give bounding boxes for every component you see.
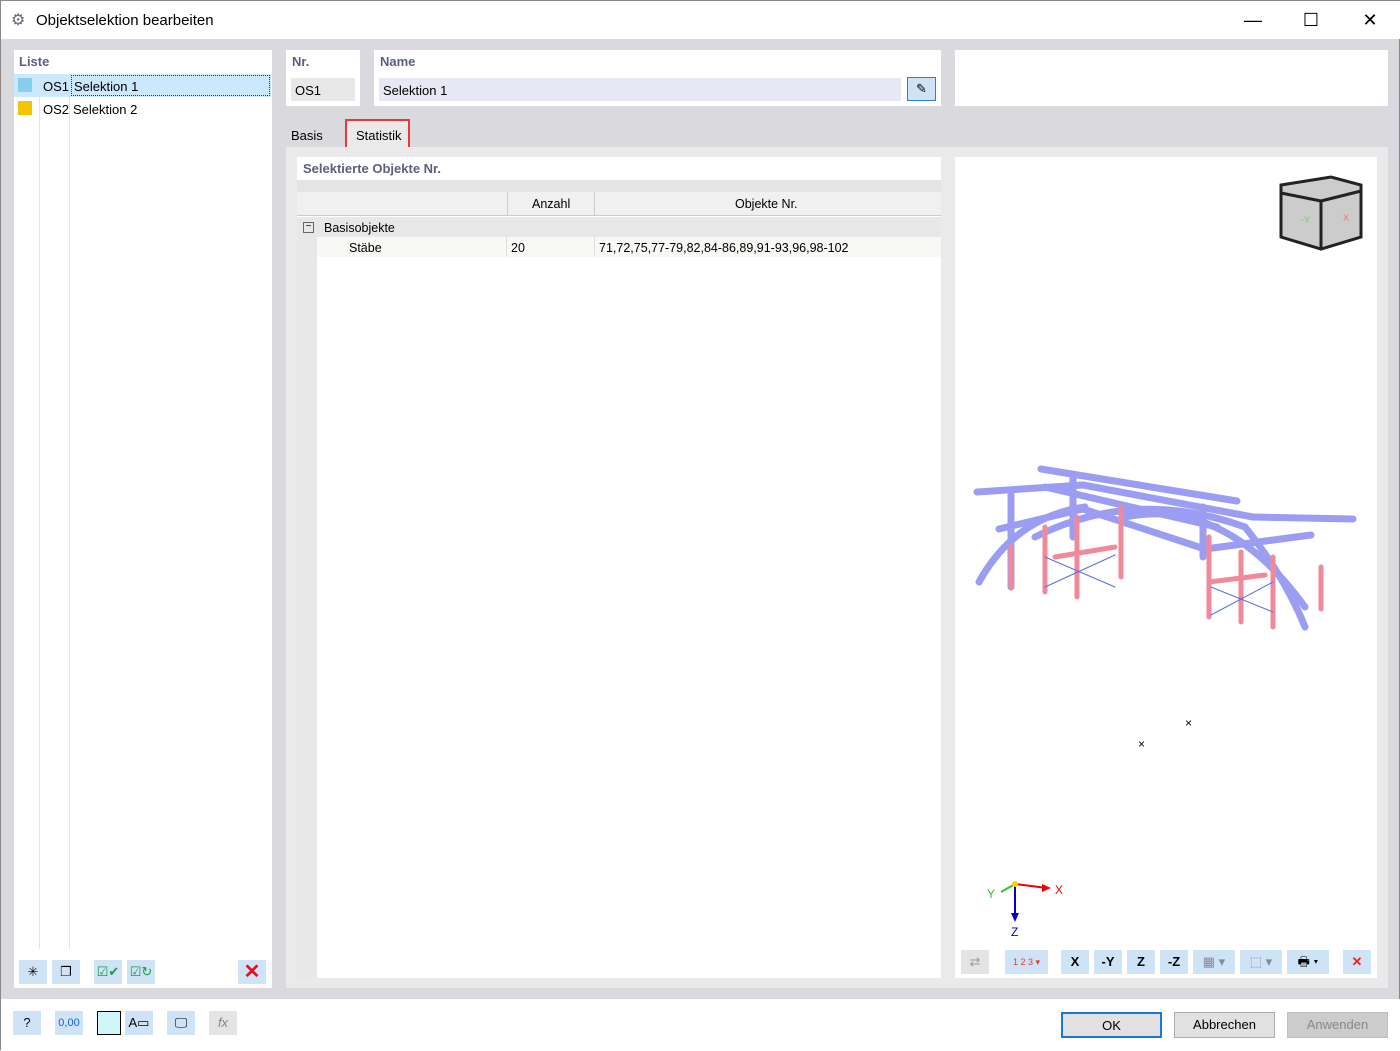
decimals-button[interactable]: 0,00 [55,1011,83,1035]
copy-selection-button[interactable]: ❐ [52,960,80,984]
cube-face-y: -Y [1301,215,1310,225]
3d-view[interactable]: -Y X × × X Y Z ⇄ 1 2 3 ▾ X -Y Z -Z ▦ ▾ ⬚… [955,157,1377,978]
window-title: Objektselektion bearbeiten [36,12,214,29]
view-y-label: -Y [1101,954,1115,969]
sync-view-button[interactable]: ⇄ [961,950,989,974]
row-label: Stäbe [349,241,382,255]
group-label: Basisobjekte [324,221,395,235]
list-header: Liste [19,54,50,69]
axis-y-label: Y [987,887,995,901]
cube-face-x: X [1343,213,1349,223]
item-id: OS2 [43,102,70,117]
item-name: Selektion 2 [73,102,138,117]
item-id: OS1 [43,79,70,94]
name-section: Name Selektion 1 ✎ [374,50,941,106]
help-icon[interactable]: ? [13,1011,41,1035]
nr-field: OS1 [291,78,355,101]
render-mode-dropdown[interactable]: ▦ ▾ [1193,950,1235,974]
edit-name-button[interactable]: ✎ [907,77,936,101]
display-properties-icon[interactable]: A▭ [125,1011,153,1035]
ok-button[interactable]: OK [1061,1012,1162,1038]
check-all-button[interactable]: ☑✔ [94,960,122,984]
selection-list-panel: Liste OS1 Selektion 1 OS2 Selektion 2 ✳ … [14,50,272,988]
footer: ? 0,00 A▭ 🖵 fx OK Abbrechen Anwenden [1,999,1400,1051]
minimize-button[interactable]: — [1244,10,1262,30]
clear-selection-button[interactable]: ✕ [1343,950,1371,974]
axis-x-label: X [1055,883,1063,897]
cancel-button[interactable]: Abbrechen [1174,1012,1275,1038]
collapse-icon[interactable]: − [303,222,314,233]
axis-triad [1000,881,1051,922]
color-button[interactable] [97,1011,121,1035]
view-z-label: Z [1137,954,1145,969]
print-dropdown[interactable]: 🖶 ▾ [1287,950,1329,974]
decimals-label: 0,00 [58,1017,80,1029]
marker-icon: × [1185,716,1192,730]
name-label: Name [380,54,416,69]
nr-label: Nr. [292,54,310,69]
table-row[interactable]: Stäbe 20 71,72,75,77-79,82,84-86,89,91-9… [317,237,941,257]
column-objekte: Objekte Nr. [735,197,798,211]
comment-area [955,50,1388,106]
row-objects: 71,72,75,77-79,82,84-86,89,91-93,96,98-1… [599,241,849,255]
box-view-dropdown[interactable]: ⬚ ▾ [1240,950,1282,974]
new-selection-button[interactable]: ✳ [19,960,47,984]
name-field[interactable]: Selektion 1 [379,78,901,101]
color-swatch [18,78,32,92]
marker-icon: × [1138,737,1145,751]
maximize-button[interactable]: ☐ [1302,10,1320,30]
delete-button[interactable]: ✕ [238,960,266,984]
color-swatch [18,101,32,115]
list-item-os2[interactable]: OS2 Selektion 2 [14,97,271,120]
item-name: Selektion 1 [71,75,270,96]
numbering-label: 1 2 3 [1012,957,1033,967]
formula-icon[interactable]: fx [209,1011,237,1035]
view-x-label: X [1070,954,1080,969]
row-count: 20 [511,241,525,255]
model-graphic: -Y X × × X Y Z [973,175,1363,939]
view-z-button[interactable]: Z [1127,950,1155,974]
list-item-os1[interactable]: OS1 Selektion 1 [14,74,271,97]
app-icon: ⚙ [11,12,26,29]
column-anzahl: Anzahl [532,197,571,211]
view-x-button[interactable]: X [1061,950,1089,974]
tab-basis[interactable]: Basis [291,128,323,143]
view-cube[interactable] [1279,175,1363,251]
group-row: − Basisobjekte [297,217,941,237]
table-title: Selektierte Objekte Nr. [303,161,442,176]
toggle-check-button[interactable]: ☑↻ [127,960,155,984]
numbering-dropdown[interactable]: 1 2 3 ▾ [1005,950,1048,974]
axis-z-label: Z [1011,925,1018,939]
view-screen-icon[interactable]: 🖵 [167,1011,195,1035]
view-minus-y-button[interactable]: -Y [1094,950,1122,974]
tab-statistik[interactable]: Statistik [345,119,410,149]
view-mz-label: -Z [1167,954,1181,969]
view-minus-z-button[interactable]: -Z [1160,950,1188,974]
apply-button[interactable]: Anwenden [1287,1012,1388,1038]
table-header: Anzahl Objekte Nr. [297,192,941,216]
nr-section: Nr. OS1 [286,50,360,106]
title-bar: ⚙ Objektselektion bearbeiten — ☐ ✕ [1,1,1400,39]
statistics-table: Selektierte Objekte Nr. Anzahl Objekte N… [297,157,941,978]
close-button[interactable]: ✕ [1362,10,1378,30]
structure-model [973,465,1357,631]
